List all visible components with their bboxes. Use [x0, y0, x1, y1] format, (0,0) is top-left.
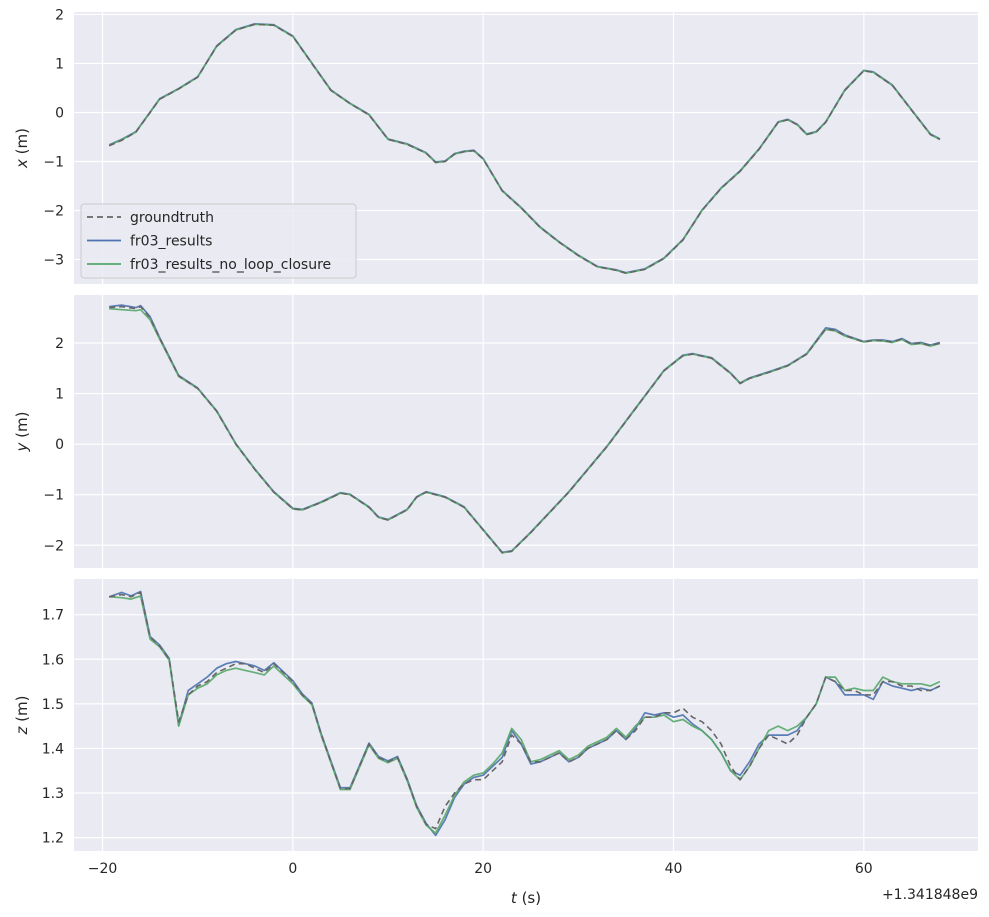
legend-label-fr03-results-no-loop-closure: fr03_results_no_loop_closure	[130, 257, 331, 273]
y-axis-label: z (m)	[13, 696, 31, 736]
y-tick-label: 1.4	[42, 741, 64, 757]
series-line-fr03-results	[108, 590, 941, 837]
legend-frame	[80, 203, 357, 279]
subplot-z: 1.7 1.6 1.5 1.4 1.3 1.2 z (m)	[13, 579, 978, 851]
y-tick-label: 1	[55, 387, 64, 403]
y-tick-label: −1	[43, 154, 64, 170]
y-tick-label: 1	[55, 56, 64, 72]
x-tick-label: 60	[855, 861, 873, 877]
y-tick-label: −2	[43, 538, 64, 554]
y-tick-label: 0	[55, 437, 64, 453]
x-tick-label: 20	[474, 861, 492, 877]
legend: groundtruth fr03_results fr03_results_no_l…	[80, 203, 357, 279]
y-tick-label: 2	[55, 7, 64, 23]
y-axis-var: y	[13, 441, 31, 452]
y-tick-label: −3	[43, 252, 64, 268]
series-line-groundtruth	[108, 23, 941, 275]
y-tick-label: 1.2	[42, 831, 64, 847]
plot-area	[74, 295, 978, 568]
y-axis-var: z	[13, 725, 31, 735]
y-axis-var: x	[13, 159, 31, 169]
series-line-groundtruth	[109, 591, 941, 830]
y-tick-label: 1.5	[42, 697, 64, 713]
x-axis-label: t (s)	[511, 889, 541, 907]
y-tick-label: 1.3	[42, 786, 64, 802]
x-tick-label: 0	[288, 861, 297, 877]
y-axis-unit: (m)	[13, 412, 31, 443]
y-tick-label: 2	[55, 336, 64, 352]
x-tick-label: 40	[665, 861, 683, 877]
plot-area	[74, 579, 978, 851]
x-axis-var: t	[511, 889, 518, 907]
x-offset-label: +1.341848e9	[882, 887, 978, 903]
y-tick-label: −1	[43, 488, 64, 504]
x-tick-label: −20	[88, 861, 118, 877]
y-axis-unit: (m)	[13, 128, 31, 159]
subplot-y: 2 1 0 −1 −2 y (m)	[13, 295, 978, 568]
y-axis-unit: (m)	[13, 696, 31, 727]
series-line-groundtruth	[109, 305, 941, 554]
y-tick-label: 1.7	[42, 608, 64, 624]
y-tick-label: −2	[43, 203, 64, 219]
y-tick-label: 1.6	[42, 652, 64, 668]
y-axis-label: x (m)	[13, 128, 31, 169]
legend-label-fr03-results: fr03_results	[130, 234, 212, 250]
x-axis-unit: (s)	[517, 889, 541, 907]
series-line-fr03-results-no-loop-closure	[109, 595, 941, 835]
y-tick-label: 0	[55, 105, 64, 121]
y-axis-label: y (m)	[13, 412, 31, 453]
legend-label-groundtruth: groundtruth	[130, 210, 214, 226]
